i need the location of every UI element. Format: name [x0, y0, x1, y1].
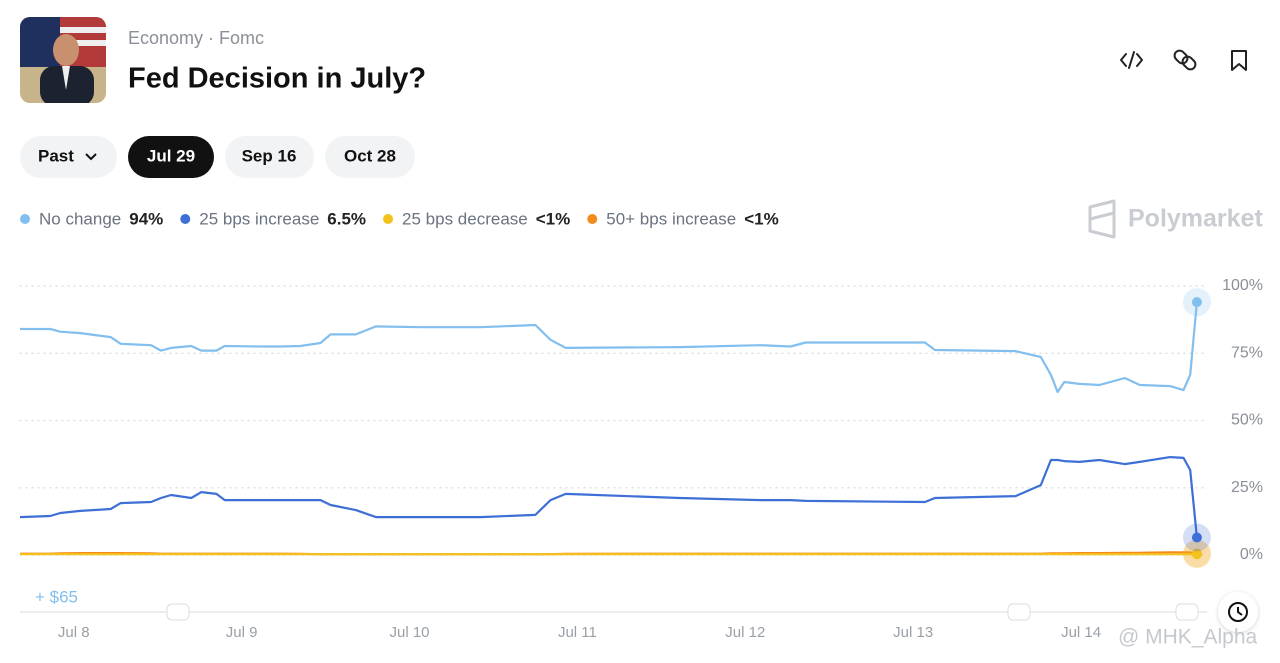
range-handle[interactable]: [166, 603, 190, 621]
position-value: + $65: [35, 587, 78, 606]
embed-button[interactable]: [1120, 51, 1143, 69]
series-line: [19, 456, 1198, 538]
tab[interactable]: [128, 136, 214, 178]
tab-label[interactable]: Past: [38, 146, 74, 165]
tab-label[interactable]: Sep 16: [242, 146, 297, 165]
tab[interactable]: [20, 136, 117, 178]
legend-value: <1%: [536, 209, 571, 228]
brand: Polymarket: [1088, 199, 1263, 239]
x-tick-label: Jul 8: [58, 624, 90, 641]
tab[interactable]: [325, 136, 415, 178]
legend-name: 50+ bps increase: [606, 209, 736, 228]
history-button[interactable]: [1218, 592, 1258, 632]
breadcrumb[interactable]: Economy · Fomc: [128, 28, 264, 48]
y-tick-label: 100%: [1222, 277, 1263, 294]
market-image: [20, 17, 106, 103]
range-handle[interactable]: [1007, 603, 1031, 621]
brand-name: Polymarket: [1128, 205, 1263, 233]
legend-name: No change: [39, 209, 121, 228]
watermark: @ MHK_Alpha: [1118, 626, 1258, 649]
x-tick-label: Jul 14: [1061, 624, 1101, 641]
bookmark-button[interactable]: [1231, 50, 1247, 71]
x-tick-label: Jul 11: [558, 624, 597, 641]
endpoint-dot: [1191, 532, 1202, 543]
dropdown-icon[interactable]: [85, 153, 97, 161]
tab[interactable]: [225, 136, 314, 178]
x-tick-label: Jul 12: [725, 624, 765, 641]
link-button[interactable]: [1173, 49, 1198, 72]
series-line: [20, 301, 1198, 394]
y-tick-label: 25%: [1231, 479, 1263, 496]
x-tick-label: Jul 13: [893, 624, 933, 641]
legend-value: 94%: [129, 209, 163, 228]
legend-value: <1%: [744, 209, 779, 228]
tabs: Past Jul 29 Sep 16 Oct 28: [20, 136, 415, 178]
legend-name: 25 bps increase: [199, 209, 319, 228]
tab-label[interactable]: Oct 28: [344, 146, 396, 165]
y-tick-label: 0%: [1240, 546, 1263, 563]
endpoint-dot: [1191, 297, 1202, 308]
legend-dot: [20, 214, 30, 224]
x-tick-label: Jul 10: [389, 624, 429, 641]
endpoint-dot: [1191, 549, 1202, 560]
market-title: Fed Decision in July?: [128, 63, 426, 95]
legend-dot: [180, 214, 191, 224]
legend-name: 25 bps decrease: [402, 209, 528, 228]
y-tick-label: 75%: [1231, 344, 1263, 361]
legend-dot: [587, 214, 598, 224]
legend-dot: [383, 214, 394, 224]
tab-label[interactable]: Jul 29: [147, 146, 195, 165]
legend-value: 6.5%: [327, 209, 366, 228]
x-tick-label: Jul 9: [226, 624, 258, 641]
y-tick-label: 50%: [1231, 412, 1263, 429]
range-handle[interactable]: [1175, 603, 1199, 621]
